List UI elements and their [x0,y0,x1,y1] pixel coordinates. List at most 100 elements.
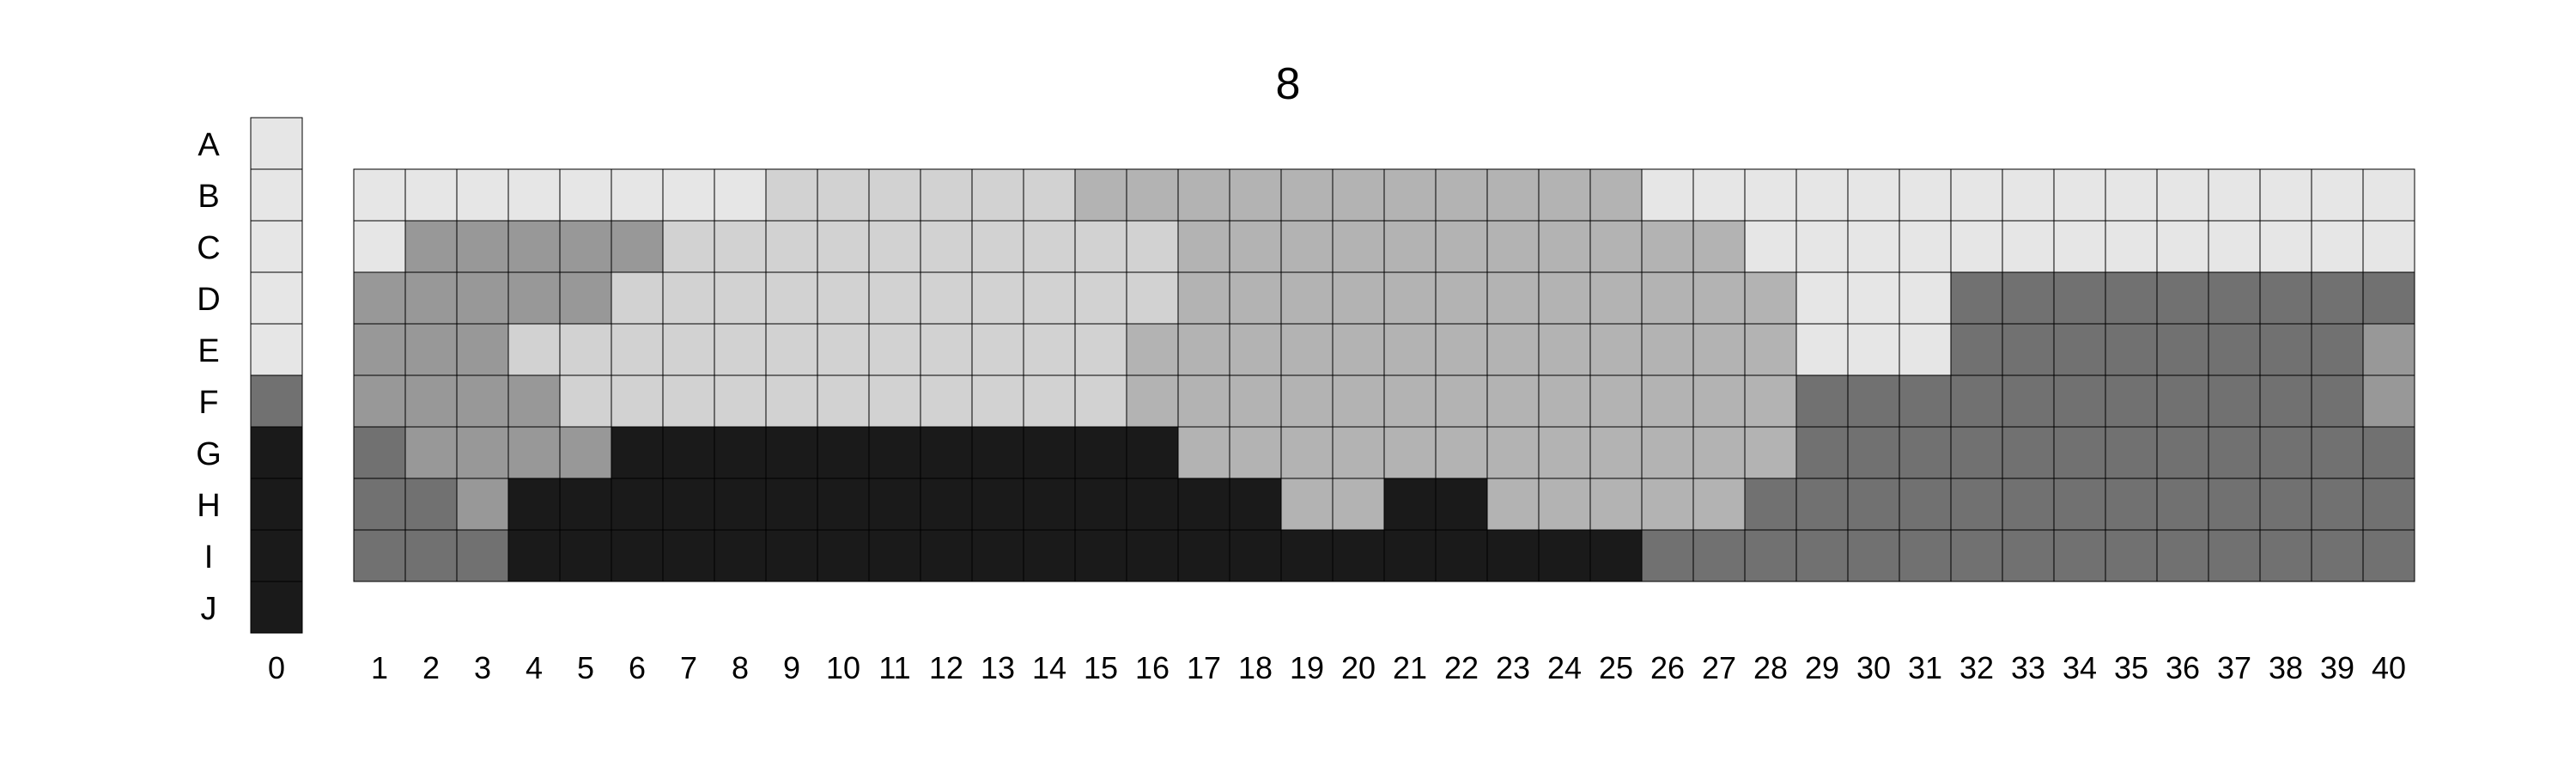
grid-cell-C-2 [404,220,458,273]
grid-cell-G-12 [920,426,973,479]
grid-cell-D-3 [456,271,509,325]
grid-cell-E-2 [404,323,458,376]
grid-cell-G-16 [1126,426,1179,479]
grid-cell-D-34 [2053,271,2106,325]
grid-cell-G-7 [662,426,715,479]
grid-cell-G-11 [868,426,921,479]
grid-cell-B-21 [1383,168,1437,222]
grid-cell-B-22 [1435,168,1488,222]
column-label-25: 25 [1599,650,1633,685]
grid-cell-E-36 [2156,323,2209,376]
grid-cell-D-31 [1899,271,1952,325]
grid-cell-B-28 [1744,168,1797,222]
grid-cell-H-26 [1641,478,1694,531]
grid-cell-B-6 [611,168,664,222]
grid-cell-E-5 [559,323,612,376]
grid-cell-B-14 [1023,168,1076,222]
grid-cell-I-19 [1280,529,1334,582]
grid-cell-C-28 [1744,220,1797,273]
grid-cell-E-31 [1899,323,1952,376]
grid-cell-C-20 [1332,220,1385,273]
column-label-34: 34 [2063,650,2097,685]
grid-cell-H-28 [1744,478,1797,531]
grid-cell-C-19 [1280,220,1334,273]
grid-cell-I-4 [507,529,561,582]
grid-cell-F-9 [765,374,818,428]
grid-cell-D-27 [1692,271,1746,325]
grid-cell-D-22 [1435,271,1488,325]
swatch-cell-B [250,168,303,222]
grid-cell-D-37 [2208,271,2261,325]
swatch-cell-I [250,529,303,582]
grid-cell-D-8 [714,271,767,325]
grid-cell-H-5 [559,478,612,531]
grid-cell-B-5 [559,168,612,222]
grid-cell-G-8 [714,426,767,479]
column-label-33: 33 [2011,650,2045,685]
grid-cell-I-34 [2053,529,2106,582]
grid-cell-C-36 [2156,220,2209,273]
grid-cell-B-29 [1795,168,1849,222]
grid-cell-H-23 [1486,478,1540,531]
grid-cell-I-40 [2362,529,2415,582]
grid-cell-F-33 [2002,374,2055,428]
row-label-J: J [201,591,217,627]
grid-cell-E-10 [817,323,870,376]
grid-cell-H-27 [1692,478,1746,531]
grid-cell-H-36 [2156,478,2209,531]
grid-cell-D-18 [1229,271,1282,325]
grid-cell-C-9 [765,220,818,273]
grid-cell-F-16 [1126,374,1179,428]
grid-cell-F-7 [662,374,715,428]
grid-cell-C-4 [507,220,561,273]
grid-cell-D-12 [920,271,973,325]
column-label-17: 17 [1187,650,1221,685]
grid-cell-H-16 [1126,478,1179,531]
grid-cell-E-32 [1950,323,2003,376]
grid-cell-C-18 [1229,220,1282,273]
grid-cell-C-8 [714,220,767,273]
grid-cell-B-37 [2208,168,2261,222]
grid-cell-D-23 [1486,271,1540,325]
grid-cell-E-6 [611,323,664,376]
column-label-37: 37 [2217,650,2251,685]
column-label-30: 30 [1856,650,1891,685]
grid-cell-F-4 [507,374,561,428]
grid-cell-H-1 [353,478,406,531]
swatch-cell-G [250,426,303,479]
row-label-G: G [196,436,222,472]
grid-cell-F-38 [2259,374,2312,428]
grid-cell-E-3 [456,323,509,376]
grid-cell-I-30 [1847,529,1900,582]
grid-cell-H-32 [1950,478,2003,531]
grid-cell-E-24 [1538,323,1591,376]
grid-cell-F-28 [1744,374,1797,428]
grid-cell-D-4 [507,271,561,325]
grid-cell-B-32 [1950,168,2003,222]
swatch-cell-J [250,581,303,634]
grid-cell-D-13 [971,271,1024,325]
column-label-39: 39 [2320,650,2354,685]
column-label-8: 8 [732,650,749,685]
grid-cell-F-15 [1074,374,1127,428]
grid-cell-I-17 [1177,529,1230,582]
grid-cell-F-30 [1847,374,1900,428]
grid-cell-E-28 [1744,323,1797,376]
column-label-1: 1 [371,650,388,685]
grid-cell-F-35 [2105,374,2158,428]
column-label-19: 19 [1290,650,1324,685]
grid-cell-C-31 [1899,220,1952,273]
grid-cell-F-19 [1280,374,1334,428]
grid-cell-F-37 [2208,374,2261,428]
grid-cell-H-2 [404,478,458,531]
grid-cell-I-9 [765,529,818,582]
grid-cell-B-12 [920,168,973,222]
grid-cell-I-27 [1692,529,1746,582]
grid-cell-I-33 [2002,529,2055,582]
grid-cell-E-37 [2208,323,2261,376]
grid-cell-D-36 [2156,271,2209,325]
grid-cell-I-15 [1074,529,1127,582]
grid-cell-H-37 [2208,478,2261,531]
grid-cell-E-17 [1177,323,1230,376]
grid-cell-B-38 [2259,168,2312,222]
